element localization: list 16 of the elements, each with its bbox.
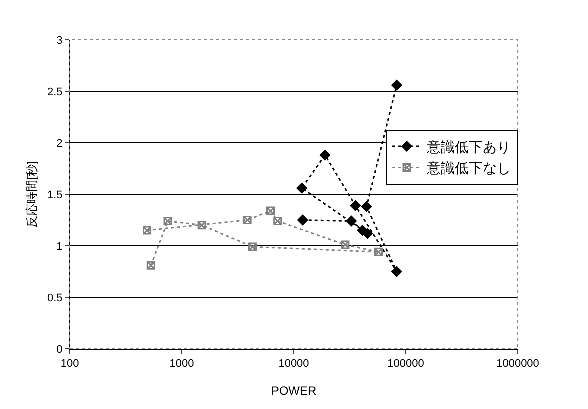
y-tick-label: 1.5 [48,189,63,202]
legend-label: 意識低下あり [426,138,511,155]
y-axis-title: 反応時間[秒] [25,161,39,228]
x-tick-label: 1000000 [496,358,540,370]
y-tick-label: 0 [56,344,63,356]
y-tick-label: 1 [56,240,63,253]
x-tick-label: 1000 [170,358,194,370]
x-tick-label: 10000 [278,358,310,370]
legend-label: 意識低下なし [426,160,511,176]
y-tick-label: 2.5 [48,86,63,98]
x-axis-title: POWER [271,384,317,398]
y-tick-label: 0.5 [48,292,63,304]
y-tick-label: 2 [56,138,63,150]
x-tick-label: 100 [60,358,80,370]
y-tick-label: 3 [56,34,63,47]
x-tick-label: 100000 [388,358,424,370]
